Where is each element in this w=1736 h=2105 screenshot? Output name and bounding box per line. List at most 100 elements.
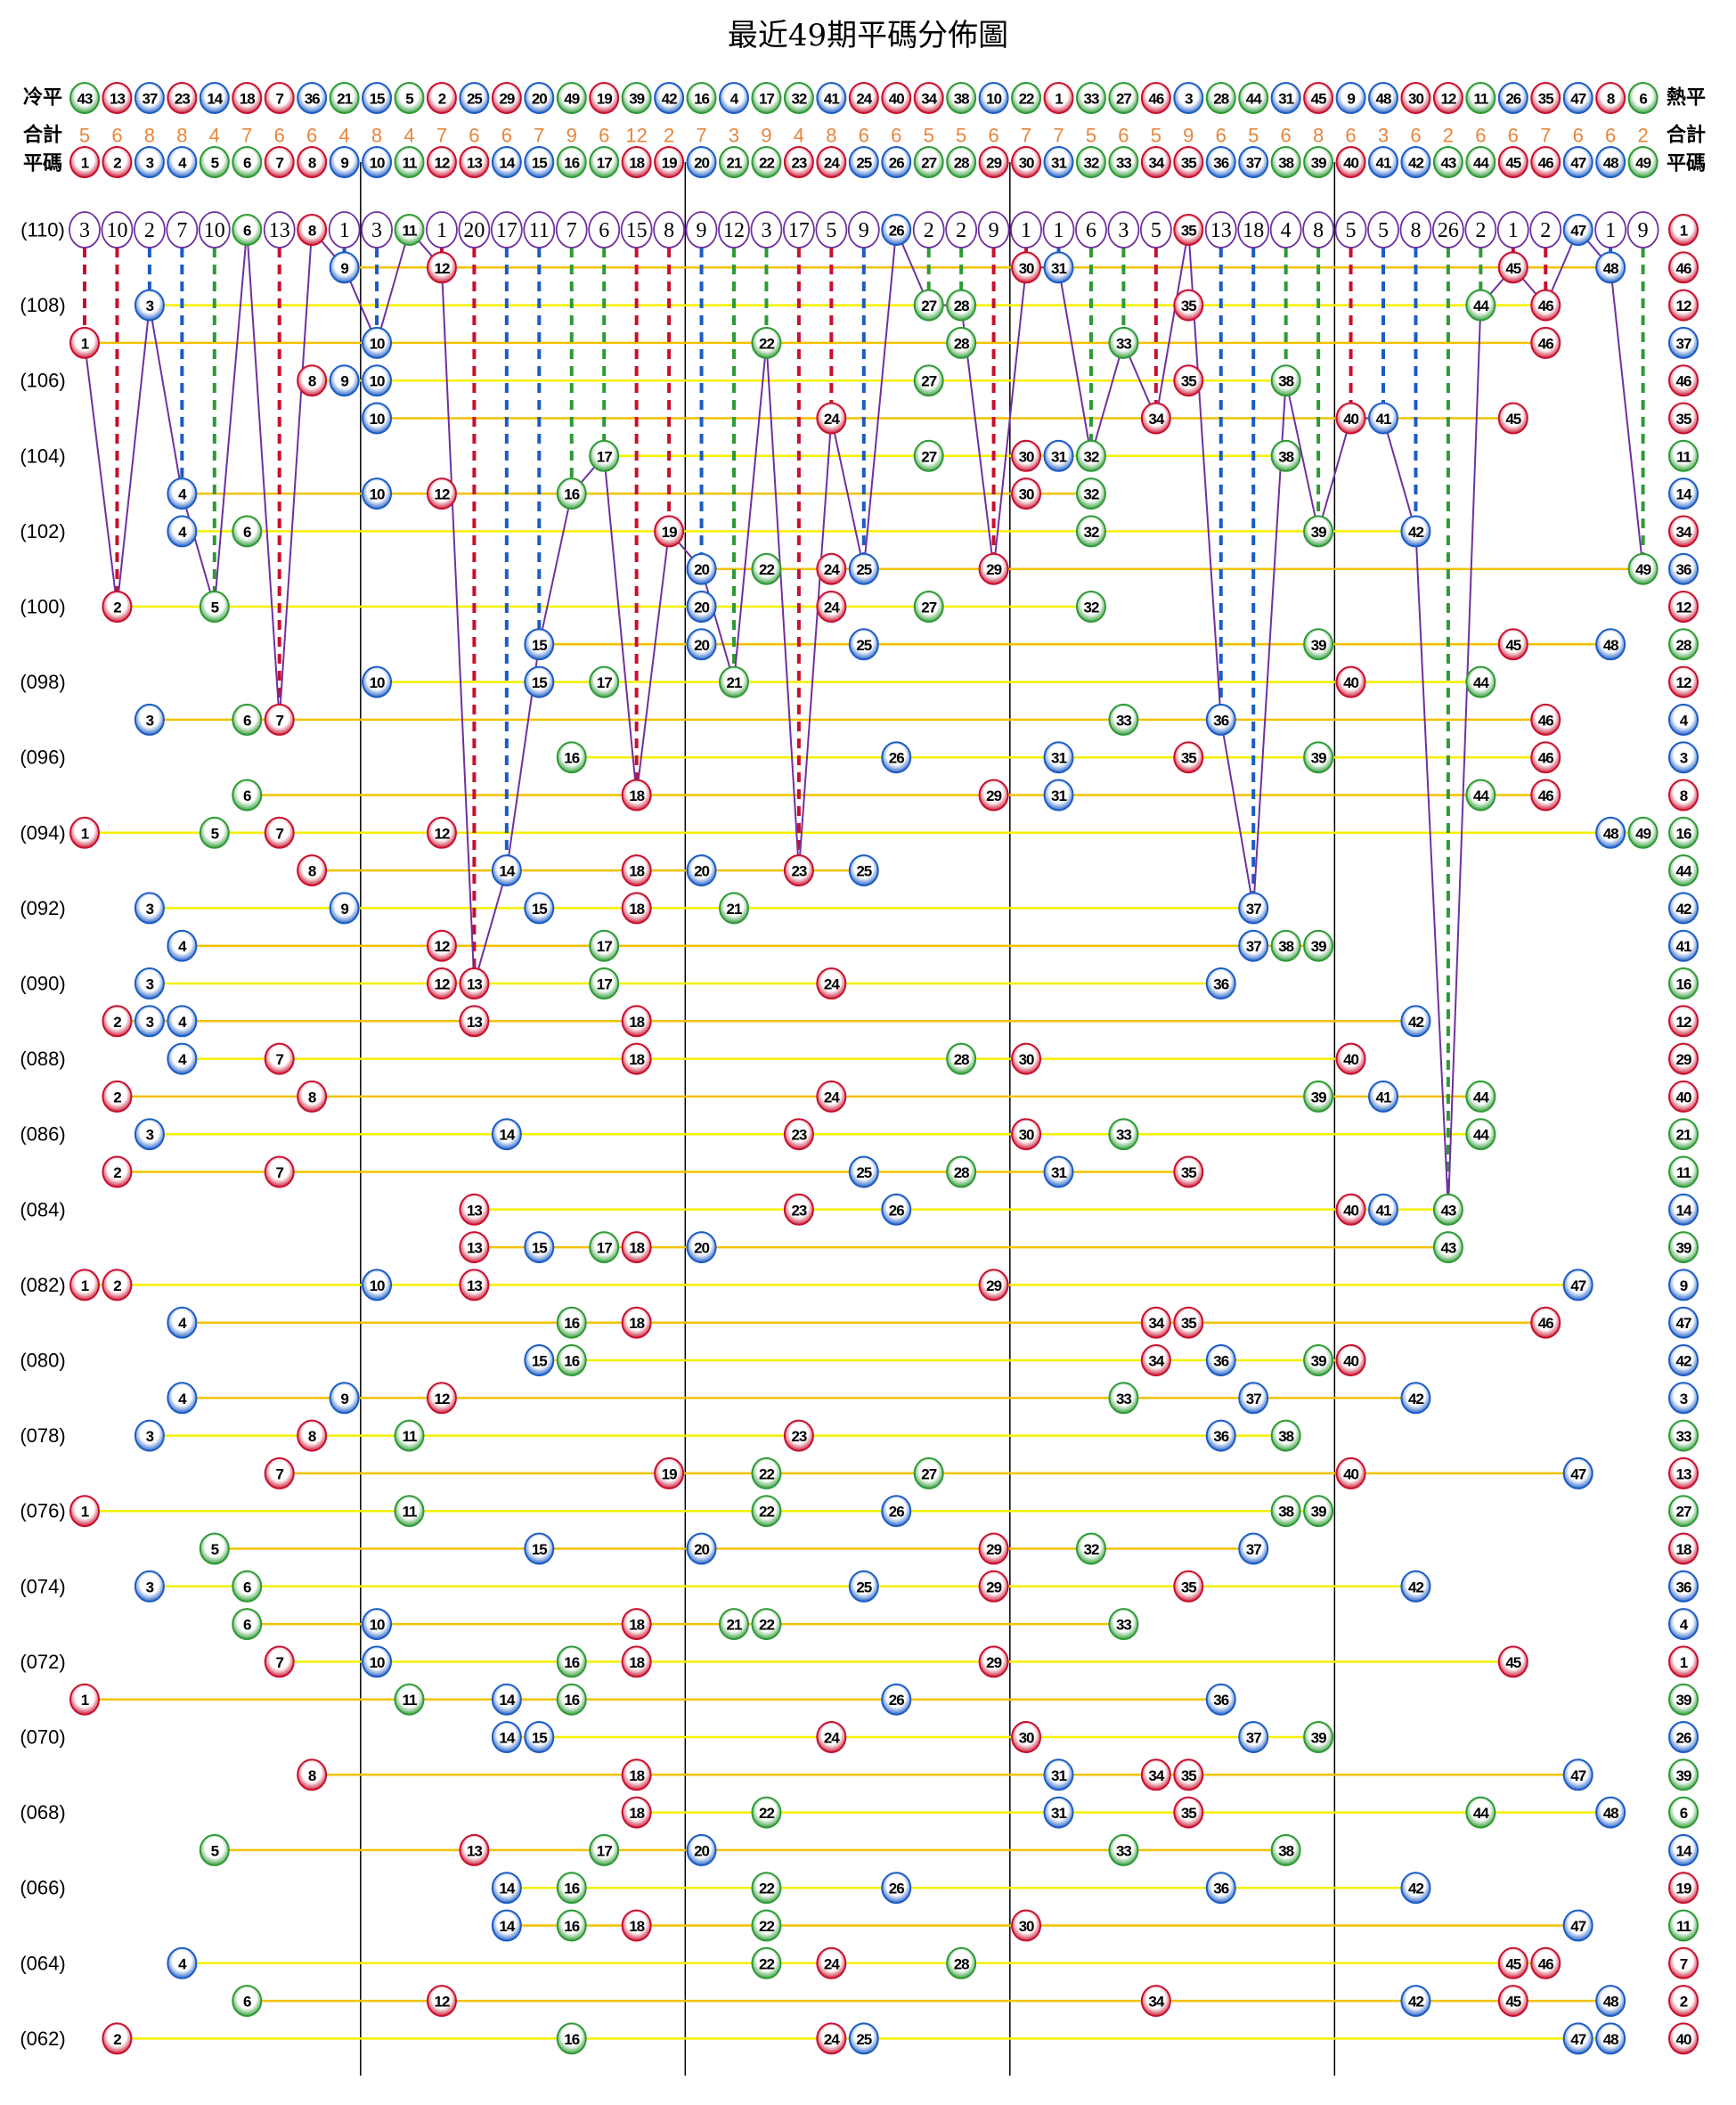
- miss-count-circle: 7: [166, 211, 199, 249]
- ball-shape: [1335, 1456, 1366, 1489]
- total-count: 2: [664, 125, 674, 147]
- ball-number: 15: [532, 674, 547, 691]
- ball-shape: [524, 146, 555, 178]
- ball-number: 16: [694, 91, 709, 108]
- draw-ball: 44: [1465, 1118, 1496, 1151]
- draw-ball: 18: [621, 1608, 652, 1641]
- miss-circle-shape: [1367, 211, 1399, 249]
- cold-hot-ball: 18: [232, 82, 263, 114]
- draw-ball: 2: [102, 2022, 133, 2055]
- ball-number: 4: [730, 91, 739, 108]
- number-header-ball: 48: [1595, 146, 1626, 178]
- ball-shape: [1270, 1419, 1301, 1452]
- ball-number: 5: [211, 600, 219, 616]
- ball-number: 22: [759, 1918, 774, 1935]
- draw-ball: 28: [946, 289, 977, 322]
- draw-ball: 3: [134, 892, 165, 925]
- ball-shape: [1595, 2022, 1626, 2055]
- draw-ball: 18: [621, 1306, 652, 1339]
- ball-number: 36: [1213, 1881, 1228, 1897]
- right-column-ball: 3: [1668, 741, 1699, 774]
- ball-number: 16: [564, 1353, 579, 1370]
- ball-shape: [1432, 1231, 1463, 1264]
- right-column-ball: 46: [1668, 364, 1699, 397]
- ball-shape: [1668, 552, 1699, 585]
- ball-number: 4: [178, 1315, 187, 1332]
- cold-hot-ball: 40: [881, 82, 912, 114]
- ball-number: 27: [921, 1465, 936, 1482]
- cold-hot-ball: 48: [1368, 82, 1398, 114]
- draw-ball: 6: [232, 1985, 263, 2018]
- ball-shape: [1530, 779, 1561, 812]
- ball-shape: [946, 1946, 977, 1979]
- ball-number: 12: [1440, 91, 1455, 108]
- ball-shape: [329, 1382, 360, 1415]
- ball-number: 35: [1181, 298, 1196, 314]
- ball-shape: [329, 146, 360, 178]
- ball-number: 18: [629, 863, 644, 880]
- ball-shape: [1668, 326, 1699, 359]
- ball-shape: [1011, 146, 1042, 178]
- ball-number: 8: [308, 1428, 316, 1445]
- ball-number: 15: [532, 1730, 547, 1747]
- ball-shape: [1075, 439, 1106, 472]
- total-count: 6: [1475, 125, 1486, 147]
- miss-circle-shape: [1204, 211, 1237, 249]
- draw-ball: 39: [1303, 1495, 1334, 1528]
- ball-number: 16: [1676, 976, 1691, 993]
- ball-number: 16: [564, 750, 579, 767]
- ball-number: 6: [243, 787, 251, 804]
- ball-number: 30: [1019, 260, 1034, 277]
- ball-number: 39: [1311, 155, 1326, 172]
- ball-shape: [946, 1155, 977, 1188]
- miss-circle-shape: [847, 211, 880, 249]
- ball-shape: [134, 1118, 165, 1151]
- ball-number: 4: [178, 1051, 187, 1068]
- miss-count-circle: 17: [783, 211, 815, 249]
- ball-number: 11: [403, 223, 418, 240]
- number-header-ball: 30: [1011, 146, 1042, 178]
- ball-shape: [329, 251, 360, 284]
- ball-shape: [362, 364, 393, 397]
- draw-ball: 47: [1562, 1758, 1593, 1791]
- period-label: (088): [20, 1048, 65, 1070]
- miss-count-circle: 10: [101, 211, 134, 249]
- ball-number: 25: [467, 91, 482, 108]
- ball-number: 34: [1148, 1353, 1164, 1370]
- cold-hot-ball: 34: [913, 82, 944, 114]
- total-count: 2: [1637, 125, 1648, 147]
- ball-number: 29: [986, 1579, 1001, 1595]
- draw-ball: 10: [362, 402, 393, 435]
- ball-shape: [719, 82, 749, 114]
- draw-ball: 20: [686, 854, 717, 887]
- miss-circle-shape: [458, 211, 491, 249]
- ball-shape: [686, 1231, 717, 1264]
- ball-number: 2: [438, 91, 446, 108]
- ball-number: 6: [243, 223, 251, 240]
- ball-shape: [816, 1080, 847, 1113]
- ball-number: 20: [532, 91, 547, 108]
- ball-number: 14: [1676, 1202, 1692, 1219]
- draw-ball: 7: [264, 1042, 295, 1075]
- draw-ball: 12: [426, 929, 457, 962]
- ball-number: 37: [142, 91, 157, 108]
- draw-ball: 34: [1140, 1306, 1171, 1339]
- ball-number: 46: [1538, 1955, 1553, 1972]
- ball-number: 14: [499, 155, 515, 172]
- ball-number: 49: [564, 91, 579, 108]
- draw-ball: 40: [1335, 665, 1366, 698]
- ball-number: 35: [1181, 1767, 1196, 1784]
- draw-ball: 30: [1011, 1118, 1042, 1151]
- miss-count-circle: 2: [1529, 211, 1562, 249]
- right-column-ball: 3: [1668, 1382, 1699, 1415]
- ball-number: 7: [275, 1164, 283, 1181]
- ball-number: 48: [1603, 1994, 1618, 2011]
- ball-shape: [524, 1231, 555, 1264]
- ball-shape: [881, 1683, 912, 1716]
- ball-shape: [1627, 552, 1659, 585]
- total-count: 9: [566, 125, 577, 147]
- draw-ball: 2: [102, 1005, 133, 1038]
- number-header-ball: 8: [297, 146, 328, 178]
- ball-number: 3: [146, 1428, 154, 1445]
- ball-shape: [1595, 816, 1626, 849]
